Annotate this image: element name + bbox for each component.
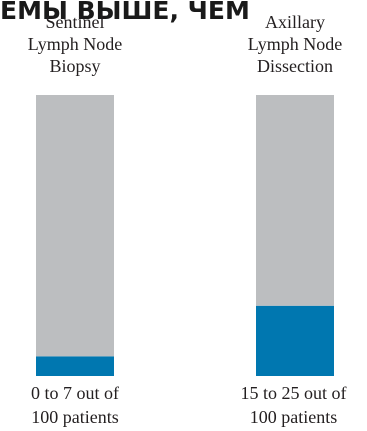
bar-footer-axillary: 15 to 25 out of 100 patients	[220, 381, 367, 429]
bar-title-sentinel: Sentinel Lymph Node Biopsy	[15, 11, 135, 77]
bar-footer-line: 15 to 25 out of	[240, 383, 347, 403]
bar-sentinel-affected	[36, 356, 114, 376]
bar-title-line: Sentinel	[45, 12, 105, 32]
bar-footer-line: 100 patients	[31, 407, 119, 427]
bars-group	[36, 95, 334, 376]
bar-title-line: Axillary	[265, 12, 325, 32]
bar-title-line: Biopsy	[49, 56, 101, 76]
bar-axillary-affected	[256, 305, 334, 376]
bar-title-line: Lymph Node	[247, 34, 343, 54]
bar-title-line: Lymph Node	[27, 34, 123, 54]
bar-footer-sentinel: 0 to 7 out of 100 patients	[5, 381, 145, 429]
bar-title-line: Dissection	[257, 56, 333, 76]
bar-title-axillary: Axillary Lymph Node Dissection	[230, 11, 360, 77]
bar-sentinel-unaffected	[36, 95, 114, 357]
bar-footer-line: 0 to 7 out of	[31, 383, 119, 403]
bar-axillary-unaffected	[256, 95, 334, 306]
overlay-caption: ЕМЫ ВЫШЕ, ЧЕМ	[0, 0, 250, 25]
bar-footer-line: 100 patients	[249, 407, 338, 427]
